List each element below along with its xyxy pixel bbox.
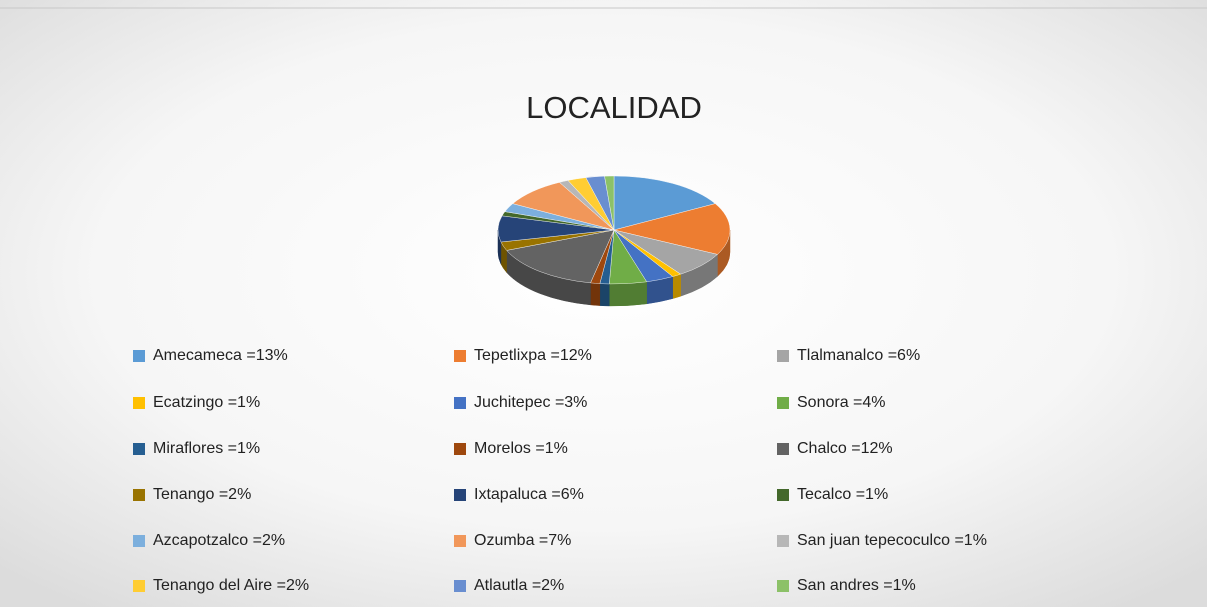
- legend-label: Tepetlixpa =12%: [474, 347, 592, 364]
- slice: [613, 175, 716, 231]
- legend-swatch: [454, 489, 466, 501]
- legend-label: Ecatzingo =1%: [153, 394, 260, 411]
- slice-top: [506, 229, 615, 284]
- legend-label: San juan tepecoculco =1%: [797, 532, 987, 549]
- legend-swatch: [133, 350, 145, 362]
- slice-side: [609, 281, 647, 307]
- legend-label: Miraflores =1%: [153, 440, 260, 457]
- legend-label: Amecameca =13%: [153, 347, 288, 364]
- legend-swatch: [454, 443, 466, 455]
- chart-title: LOCALIDAD: [526, 90, 702, 125]
- slice: [497, 215, 615, 265]
- legend-swatch: [454, 350, 466, 362]
- legend-swatch: [133, 535, 145, 547]
- legend-label: Tenango =2%: [153, 486, 251, 503]
- slice-top: [613, 203, 731, 255]
- slice: [604, 175, 615, 231]
- legend-label: Ozumba =7%: [474, 532, 571, 549]
- slice: [613, 229, 682, 299]
- slice-side: [599, 283, 610, 307]
- legend-label: Tenango del Aire =2%: [153, 577, 309, 594]
- legend-swatch: [777, 350, 789, 362]
- legend-swatch: [454, 535, 466, 547]
- legend-label: Chalco =12%: [797, 440, 893, 457]
- legend-swatch: [133, 443, 145, 455]
- legend-swatch: [777, 443, 789, 455]
- legend-label: Atlautla =2%: [474, 577, 564, 594]
- legend-label: Sonora =4%: [797, 394, 886, 411]
- legend-swatch: [133, 489, 145, 501]
- legend-label: Juchitepec =3%: [474, 394, 587, 411]
- legend-swatch: [777, 580, 789, 592]
- legend-swatch: [454, 580, 466, 592]
- legend-swatch: [454, 397, 466, 409]
- legend-label: San andres =1%: [797, 577, 916, 594]
- legend-label: Azcapotzalco =2%: [153, 532, 285, 549]
- slice-top: [613, 175, 716, 231]
- legend-swatch: [133, 397, 145, 409]
- slice-side: [590, 282, 601, 306]
- legend-swatch: [777, 397, 789, 409]
- legend-swatch: [777, 535, 789, 547]
- legend-swatch: [777, 489, 789, 501]
- slice-side: [672, 273, 681, 299]
- legend-label: Ixtapaluca =6%: [474, 486, 584, 503]
- legend-label: Tlalmanalco =6%: [797, 347, 920, 364]
- legend-label: Morelos =1%: [474, 440, 568, 457]
- legend-swatch: [133, 580, 145, 592]
- slice-top: [604, 175, 615, 231]
- slice: [609, 229, 648, 307]
- legend-label: Tecalco =1%: [797, 486, 888, 503]
- slice: [613, 203, 731, 277]
